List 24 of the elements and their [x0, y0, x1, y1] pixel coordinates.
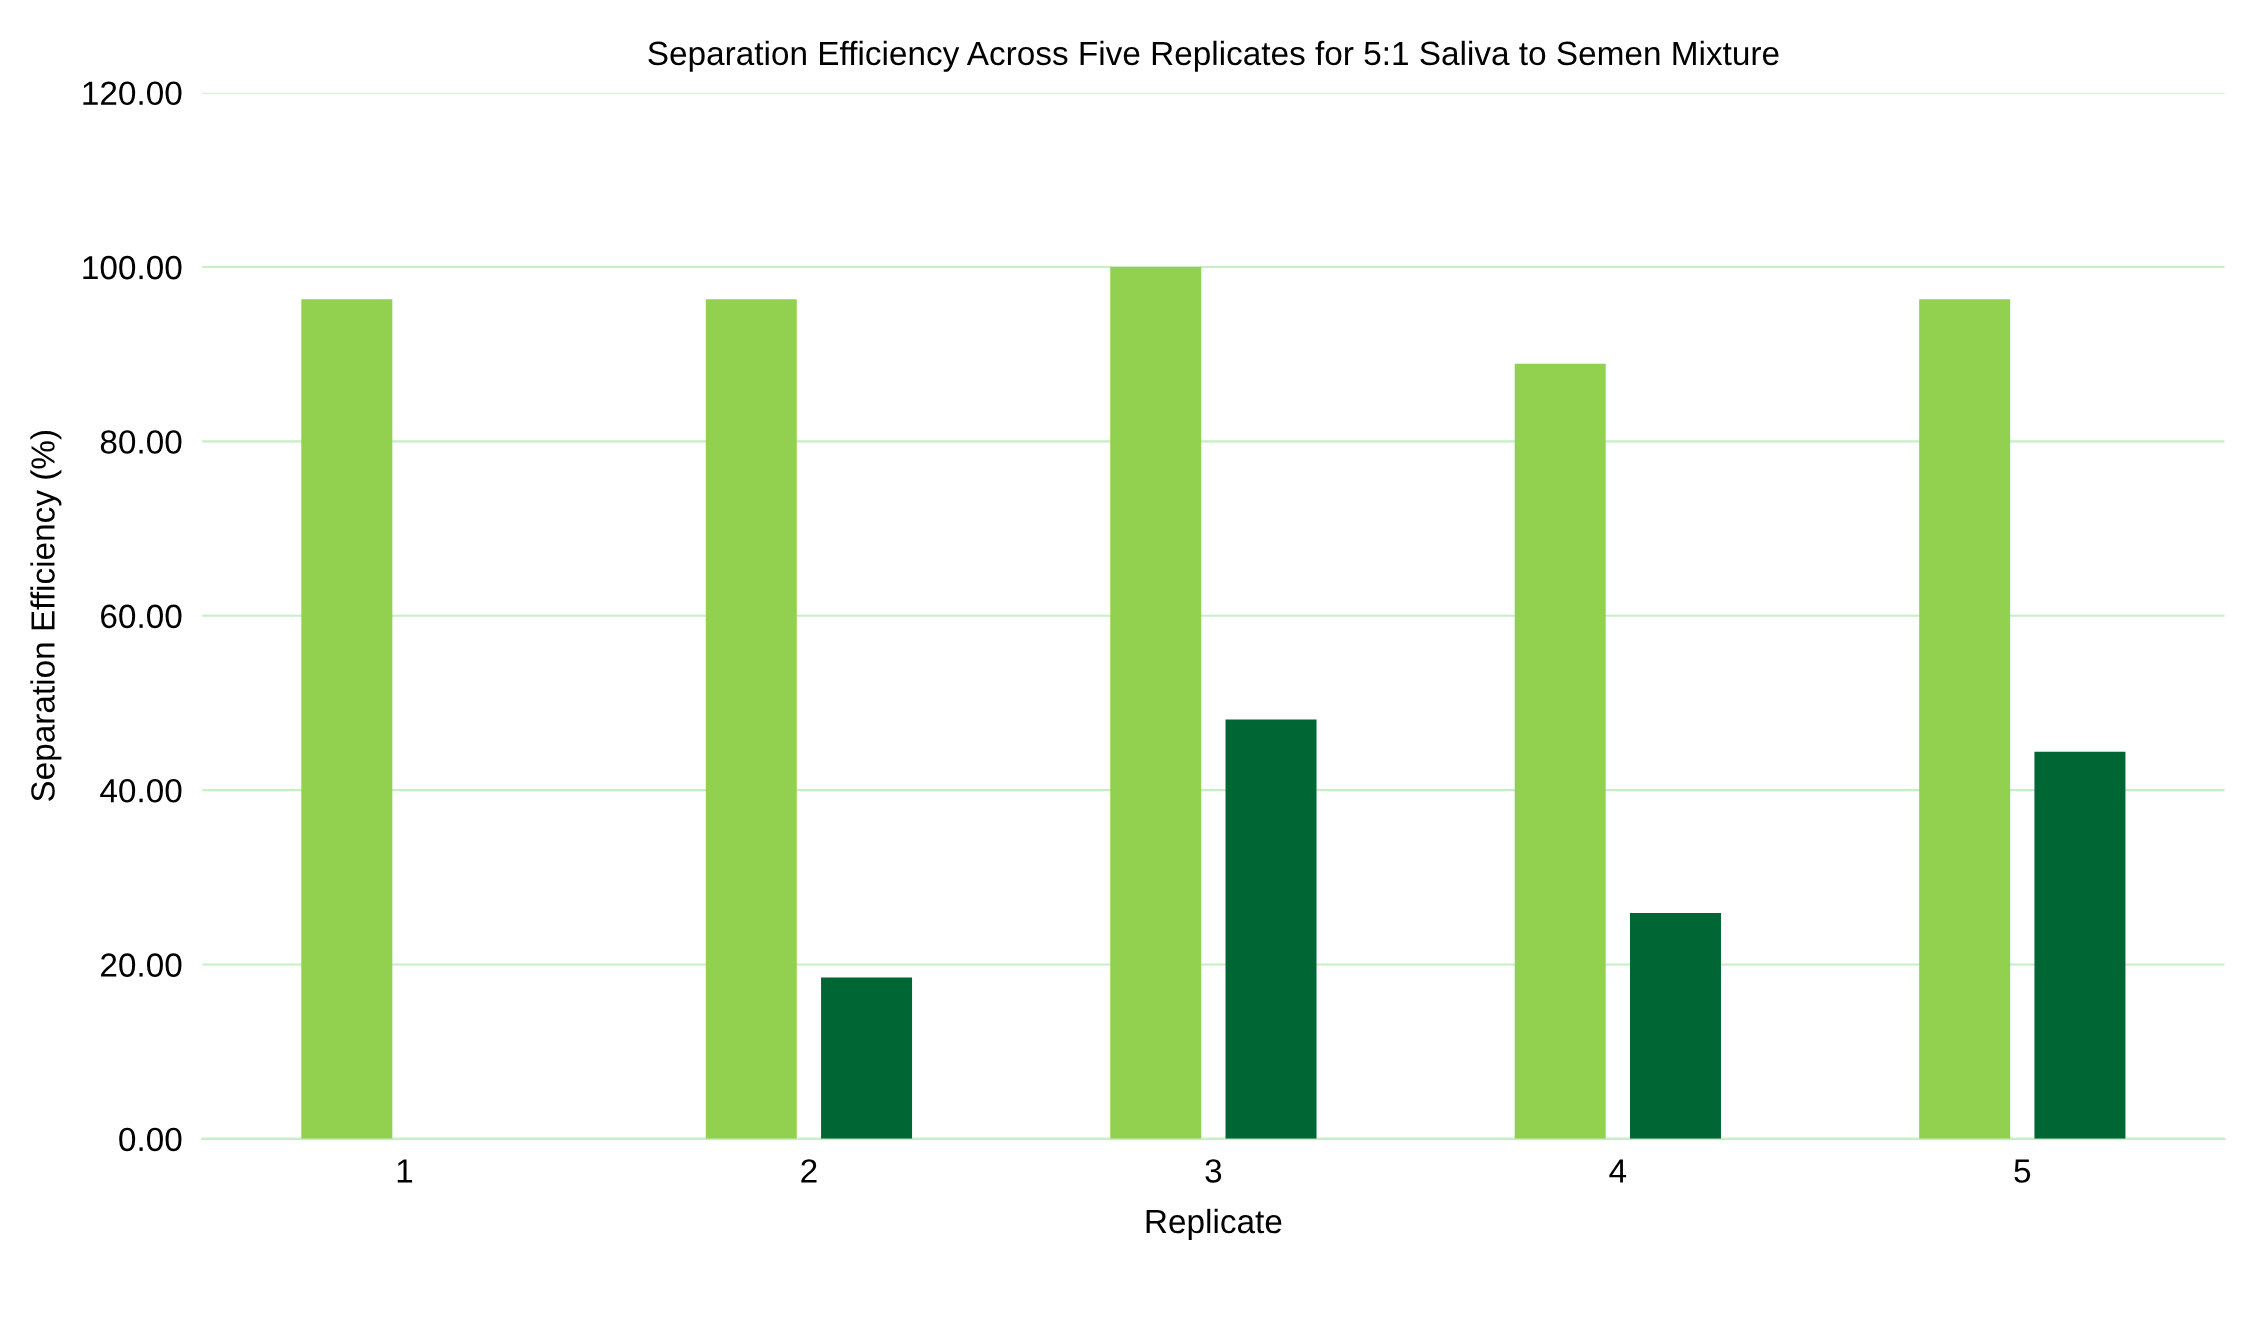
- bar: [1919, 299, 2011, 1139]
- chart-title: Separation Efficiency Across Five Replicates for 5:1 Saliva to Semen Mixture: [648, 40, 1779, 72]
- x-tick-label: 4: [1609, 1159, 1627, 1183]
- x-tick-label: 3: [1205, 1159, 1222, 1183]
- bar: [2034, 751, 2126, 1139]
- bar: [821, 977, 913, 1139]
- x-axis-title: Replicate: [1146, 1208, 1282, 1240]
- bar: [1110, 267, 1202, 1139]
- x-tick-label: 2: [801, 1159, 817, 1183]
- y-tick-label: 80.00: [100, 430, 182, 454]
- y-tick-label: 20.00: [101, 953, 182, 977]
- y-tick-label: 60.00: [101, 604, 182, 629]
- y-axis-title: Separation Efficiency (%): [30, 431, 62, 802]
- y-tick-label: 0.00: [119, 1127, 182, 1152]
- bar: [1225, 719, 1317, 1139]
- bar: [1514, 363, 1606, 1139]
- x-tick-label: 1: [397, 1159, 413, 1183]
- y-tick-label: 100.00: [83, 255, 182, 280]
- y-tick-label: 120.00: [83, 81, 182, 106]
- bar: [705, 299, 797, 1139]
- x-tick-label: 5: [2014, 1159, 2031, 1183]
- bar: [301, 299, 393, 1139]
- y-tick-label: 40.00: [100, 778, 182, 803]
- bar: [1629, 913, 1721, 1139]
